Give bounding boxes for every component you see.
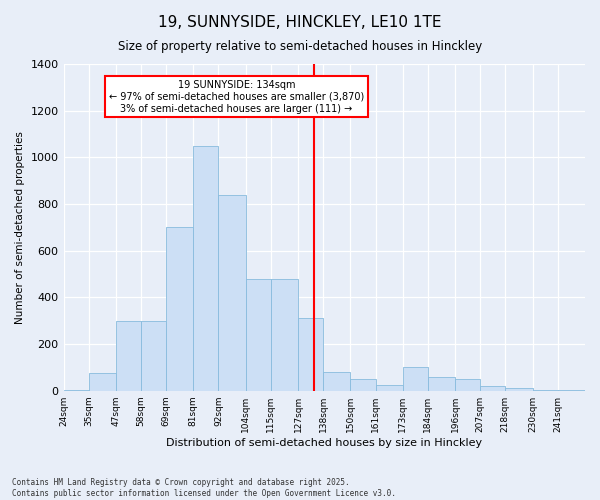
X-axis label: Distribution of semi-detached houses by size in Hinckley: Distribution of semi-detached houses by … [166, 438, 482, 448]
Bar [350, 379, 376, 390]
Bar [403, 368, 428, 390]
Text: 19 SUNNYSIDE: 134sqm
← 97% of semi-detached houses are smaller (3,870)
3% of sem: 19 SUNNYSIDE: 134sqm ← 97% of semi-detac… [109, 80, 364, 114]
Bar [166, 228, 193, 390]
Bar [218, 194, 246, 390]
Bar [505, 388, 533, 390]
Bar [428, 376, 455, 390]
Text: 19, SUNNYSIDE, HINCKLEY, LE10 1TE: 19, SUNNYSIDE, HINCKLEY, LE10 1TE [158, 15, 442, 30]
Bar [116, 320, 141, 390]
Bar [376, 385, 403, 390]
Bar [271, 278, 298, 390]
Bar [298, 318, 323, 390]
Bar [246, 278, 271, 390]
Bar [193, 146, 218, 390]
Bar [141, 320, 166, 390]
Bar [455, 379, 480, 390]
Bar [480, 386, 505, 390]
Text: Contains HM Land Registry data © Crown copyright and database right 2025.
Contai: Contains HM Land Registry data © Crown c… [12, 478, 396, 498]
Bar [89, 373, 116, 390]
Text: Size of property relative to semi-detached houses in Hinckley: Size of property relative to semi-detach… [118, 40, 482, 53]
Y-axis label: Number of semi-detached properties: Number of semi-detached properties [15, 131, 25, 324]
Bar [323, 372, 350, 390]
